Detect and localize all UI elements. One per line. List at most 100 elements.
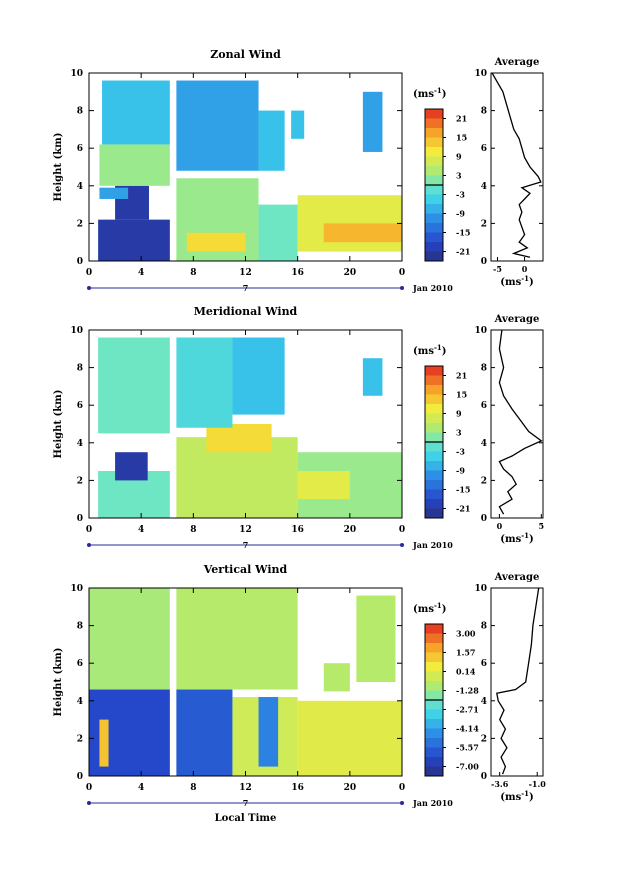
profile-unit-close: )	[529, 534, 534, 545]
x-tick-label: 20	[344, 268, 357, 278]
x-tick-label: 0	[86, 268, 92, 278]
colorbar-segment	[425, 747, 443, 758]
heatmap-cell	[102, 80, 170, 145]
colorbar-segment	[425, 643, 443, 653]
date-marker: 7	[243, 540, 249, 550]
colorbar-unit-close: )	[442, 346, 447, 357]
colorbar-tick-label: 9	[456, 152, 462, 162]
colorbar-segment	[425, 232, 443, 243]
colorbar-segment	[425, 175, 443, 186]
y-tick-label: 6	[77, 144, 83, 154]
y-tick-label: 2	[77, 476, 83, 486]
profile-x-tick-label: -3.6	[491, 779, 509, 789]
colorbar-unit-exp: -1	[434, 86, 442, 95]
profile-title: Average	[494, 572, 540, 583]
colorbar-segment	[425, 118, 443, 129]
profile-y-tick-label: 8	[481, 107, 487, 117]
colorbar-tick-label: -21	[456, 247, 470, 257]
colorbar-segment	[425, 461, 443, 471]
x-tick-label: 12	[239, 783, 252, 793]
heatmap-cell	[323, 663, 350, 692]
colorbar-segment	[425, 366, 443, 376]
x-tick-label: 20	[344, 525, 357, 535]
profile-y-tick-label: 4	[481, 697, 487, 707]
x-tick-label: 12	[239, 525, 252, 535]
heatmap-cell	[362, 91, 383, 152]
x-tick-label: 4	[138, 783, 144, 793]
profile-line	[498, 329, 543, 515]
y-tick-label: 2	[77, 734, 83, 744]
profile-frame	[490, 587, 544, 777]
colorbar-segment	[425, 757, 443, 767]
colorbar-tick-label: -15	[456, 485, 470, 495]
colorbar-tick-label: -3	[456, 190, 465, 200]
colorbar-tick-label: -15	[456, 228, 470, 238]
colorbar-segment	[425, 451, 443, 462]
x-tick-label: 12	[239, 268, 252, 278]
profile-unit-close: )	[529, 792, 534, 803]
profile-x-tick-label: 0	[522, 264, 528, 274]
colorbar-tick-label: -7.00	[456, 762, 479, 772]
date-bar-end	[400, 543, 404, 547]
x-tick-label: 0	[399, 783, 405, 793]
colorbar-segment	[425, 404, 443, 414]
colorbar-segment	[425, 470, 443, 481]
y-tick-label: 8	[77, 107, 83, 117]
profile-y-tick-label: 10	[474, 584, 487, 594]
colorbar-segment	[425, 442, 443, 452]
heatmap-cell	[98, 337, 170, 434]
colorbar-unit-exp: -1	[434, 601, 442, 610]
heatmap-cell	[362, 358, 383, 396]
profile-unit-close: )	[529, 277, 534, 288]
colorbar-tick-label: -4.14	[456, 724, 479, 734]
y-tick-label: 0	[77, 257, 83, 267]
colorbar-tick-label: 9	[456, 409, 462, 419]
colorbar-tick-label: 15	[456, 133, 467, 143]
colorbar-segment	[425, 156, 443, 167]
colorbar-segment	[425, 166, 443, 176]
heatmap-cell	[206, 424, 272, 453]
panel-title: Vertical Wind	[203, 563, 288, 576]
profile-y-tick-label: 4	[481, 439, 487, 449]
x-tick-label: 4	[138, 268, 144, 278]
colorbar-tick-label: 21	[456, 371, 467, 381]
y-tick-label: 4	[77, 182, 83, 192]
colorbar-segment	[425, 489, 443, 500]
y-tick-label: 8	[77, 622, 83, 632]
colorbar-segment	[425, 652, 443, 663]
x-tick-label: 8	[190, 783, 196, 793]
heatmap-cell	[89, 588, 170, 690]
colorbar-segment	[425, 194, 443, 205]
profile-line	[496, 587, 540, 775]
colorbar-unit-base: (ms	[413, 346, 434, 357]
profile-frame	[490, 329, 544, 519]
x-tick-label: 0	[86, 783, 92, 793]
profile-unit: (ms-1)	[500, 531, 533, 545]
colorbar-segment	[425, 423, 443, 433]
profile-line	[491, 72, 542, 258]
colorbar-segment	[425, 624, 443, 634]
y-tick-label: 2	[77, 219, 83, 229]
date-label: Jan 2010	[412, 283, 453, 293]
x-tick-label: 4	[138, 525, 144, 535]
y-tick-label: 6	[77, 659, 83, 669]
colorbar-segment	[425, 128, 443, 138]
profile-x-tick-label: -1.0	[529, 779, 547, 789]
colorbar-segment	[425, 137, 443, 148]
colorbar-segment	[425, 109, 443, 119]
y-axis-label: Height (km)	[53, 390, 64, 459]
colorbar-tick-label: -3	[456, 447, 465, 457]
x-tick-label: 8	[190, 268, 196, 278]
profile-y-tick-label: 0	[481, 772, 487, 782]
profile-y-tick-label: 0	[481, 257, 487, 267]
profile-y-tick-label: 8	[481, 364, 487, 374]
heatmap-cell	[232, 337, 285, 415]
panel-title: Meridional Wind	[194, 305, 298, 318]
profile-y-tick-label: 10	[474, 326, 487, 336]
colorbar-unit-close: )	[442, 604, 447, 615]
x-tick-label: 8	[190, 525, 196, 535]
profile-unit-base: (ms	[500, 534, 521, 545]
heatmap-cell	[99, 719, 109, 767]
date-label: Jan 2010	[412, 540, 453, 550]
